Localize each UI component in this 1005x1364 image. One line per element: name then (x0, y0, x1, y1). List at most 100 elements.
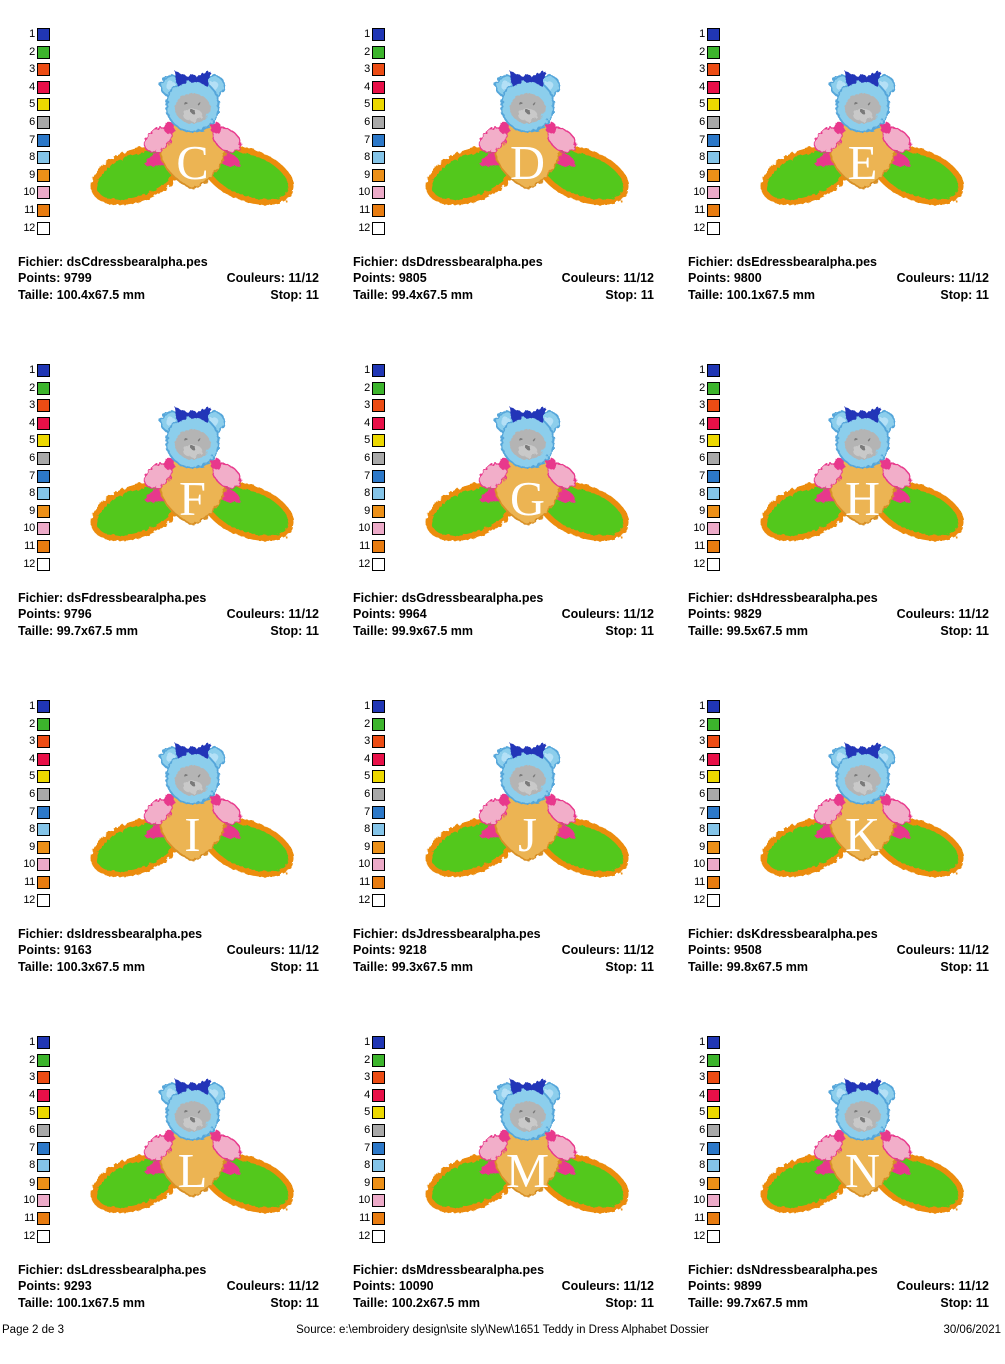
thread-color-number: 5 (29, 434, 35, 447)
thread-color-number: 9 (699, 840, 705, 853)
taille-label: Taille: (353, 959, 389, 974)
taille-stop-line: Taille: 99.8x67.5 mm Stop: 11 (688, 959, 989, 975)
thread-color-row: 10 (18, 186, 66, 200)
bear-muzzle (518, 108, 537, 122)
thread-color-number: 8 (29, 823, 35, 836)
thread-color-row: 12 (688, 221, 736, 235)
thread-color-swatch (707, 399, 720, 413)
thread-color-swatch (707, 203, 720, 217)
points-couleurs-line: Points: 9799 Couleurs: 11/12 (18, 270, 319, 286)
thread-color-swatch (372, 805, 385, 819)
thread-color-list: 1 2 3 4 5 6 7 8 9 10 11 12 (18, 700, 66, 926)
thread-color-row: 11 (18, 203, 66, 217)
bear-design-preview: I (66, 700, 319, 926)
stop-label: Stop: (940, 1295, 973, 1310)
thread-color-swatch (707, 522, 720, 536)
thread-color-swatch (707, 186, 720, 200)
design-letter: G (510, 473, 545, 526)
design-preview-block: 1 2 3 4 5 6 7 8 9 10 11 12 (688, 1028, 989, 1262)
thread-color-row: 11 (353, 875, 401, 889)
thread-color-swatch (37, 186, 50, 200)
taille-label: Taille: (18, 623, 54, 638)
stop-group: Stop: 11 (270, 959, 319, 975)
design-meta: Fichier: dsKdressbearalpha.pes Points: 9… (688, 926, 989, 975)
stop-value: 11 (640, 623, 654, 638)
stop-group: Stop: 11 (605, 1295, 654, 1311)
thread-color-number: 10 (23, 858, 35, 871)
bear-design-preview: G (401, 364, 654, 590)
bear-left-eye (854, 101, 858, 106)
thread-color-row: 10 (353, 858, 401, 872)
bear-design-preview: J (401, 700, 654, 926)
thread-color-row: 12 (688, 893, 736, 907)
thread-color-swatch (37, 522, 50, 536)
thread-color-list: 1 2 3 4 5 6 7 8 9 10 11 12 (688, 700, 736, 926)
thread-color-row: 11 (18, 539, 66, 553)
points-label: Points: (353, 271, 396, 286)
thread-color-number: 3 (364, 399, 370, 412)
taille-group: Taille: 100.1x67.5 mm (688, 287, 815, 303)
file-line: Fichier: dsIdressbearalpha.pes (18, 926, 319, 942)
thread-color-number: 7 (364, 133, 370, 146)
thread-color-list: 1 2 3 4 5 6 7 8 9 10 11 12 (18, 364, 66, 590)
couleurs-value: 11/12 (623, 607, 654, 622)
bear-nose (190, 445, 195, 449)
thread-color-swatch (37, 1176, 50, 1190)
page-footer: Page 2 de 3 Source: e:\embroidery design… (0, 1324, 1005, 1340)
design-meta: Fichier: dsMdressbearalpha.pes Points: 1… (353, 1262, 654, 1311)
design-preview-block: 1 2 3 4 5 6 7 8 9 10 11 12 (353, 692, 654, 926)
thread-color-number: 6 (29, 787, 35, 800)
bear-left-eye (184, 1109, 188, 1114)
couleurs-label: Couleurs: (561, 271, 620, 286)
thread-color-row: 3 (688, 399, 736, 413)
thread-color-swatch (37, 717, 50, 731)
bear-bow-knot (188, 1082, 197, 1091)
thread-color-row: 12 (18, 557, 66, 571)
thread-color-swatch (707, 151, 720, 165)
couleurs-group: Couleurs: 11/12 (562, 942, 654, 958)
thread-color-row: 11 (18, 1211, 66, 1225)
taille-group: Taille: 99.7x67.5 mm (18, 623, 138, 639)
design-meta: Fichier: dsEdressbearalpha.pes Points: 9… (688, 254, 989, 303)
design-preview-block: 1 2 3 4 5 6 7 8 9 10 11 12 (688, 356, 989, 590)
thread-color-row: 11 (688, 1211, 736, 1225)
thread-color-number: 6 (364, 115, 370, 128)
thread-color-swatch (372, 1211, 385, 1225)
bear-bow-left-loop (509, 1079, 528, 1095)
bear-bow-left-loop (844, 743, 863, 759)
bear-nose (525, 445, 530, 449)
thread-color-swatch (372, 63, 385, 77)
thread-color-list: 1 2 3 4 5 6 7 8 9 10 11 12 (18, 1036, 66, 1262)
design-cell: 1 2 3 4 5 6 7 8 9 10 11 12 (670, 1028, 1005, 1364)
bear-bow-left-loop (509, 743, 528, 759)
thread-color-number: 1 (29, 28, 35, 40)
thread-color-number: 2 (699, 45, 705, 58)
bear-bow-left-loop (174, 1079, 193, 1095)
couleurs-label: Couleurs: (226, 271, 285, 286)
stop-label: Stop: (270, 623, 303, 638)
thread-color-swatch (372, 186, 385, 200)
thread-color-row: 3 (18, 1071, 66, 1085)
taille-group: Taille: 100.1x67.5 mm (18, 1295, 145, 1311)
taille-label: Taille: (353, 623, 389, 638)
bear-right-flower (210, 458, 222, 470)
thread-color-row: 8 (353, 151, 401, 165)
couleurs-group: Couleurs: 11/12 (897, 270, 989, 286)
thread-color-row: 8 (353, 823, 401, 837)
thread-color-number: 5 (699, 434, 705, 447)
bear-left-eye (519, 773, 523, 778)
points-value: 9796 (63, 607, 92, 622)
thread-color-swatch (37, 1106, 50, 1120)
bear-right-flower (545, 1130, 557, 1142)
bear-right-flower (880, 794, 892, 806)
thread-color-swatch (372, 840, 385, 854)
thread-color-number: 8 (29, 487, 35, 500)
bear-bow-left-loop (174, 407, 193, 423)
bear-nose (860, 1117, 865, 1121)
file-label: Fichier: (688, 927, 734, 941)
thread-color-number: 3 (29, 1071, 35, 1084)
thread-color-number: 8 (699, 151, 705, 164)
couleurs-label: Couleurs: (226, 943, 285, 958)
points-label: Points: (688, 271, 731, 286)
